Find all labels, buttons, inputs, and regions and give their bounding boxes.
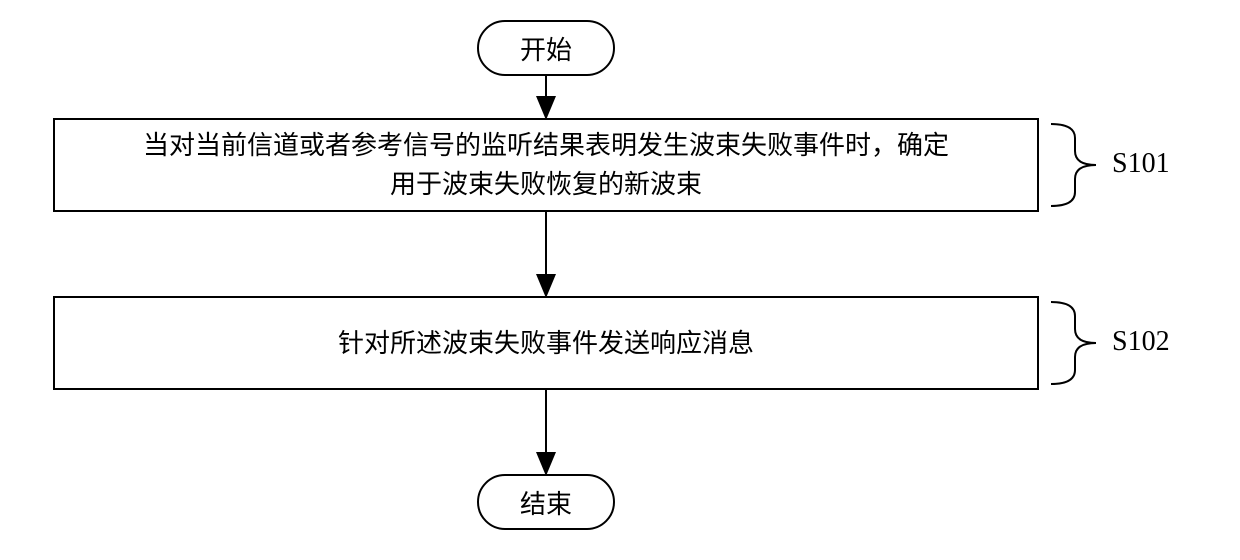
end-label: 结束: [520, 484, 572, 521]
process-step-s102: 针对所述波束失败事件发送响应消息: [53, 296, 1039, 390]
process-s102-text: 针对所述波束失败事件发送响应消息: [338, 324, 754, 363]
process-step-s101: 当对当前信道或者参考信号的监听结果表明发生波束失败事件时，确定用于波束失败恢复的…: [53, 118, 1039, 212]
step-id-s102: S102: [1112, 326, 1170, 358]
connectors-layer: [0, 0, 1240, 560]
process-s101-text: 当对当前信道或者参考信号的监听结果表明发生波束失败事件时，确定用于波束失败恢复的…: [143, 126, 949, 204]
start-label: 开始: [520, 30, 572, 67]
end-node: 结束: [477, 474, 615, 530]
step-id-s101: S101: [1112, 148, 1170, 180]
flowchart-canvas: 开始 当对当前信道或者参考信号的监听结果表明发生波束失败事件时，确定用于波束失败…: [0, 0, 1240, 560]
start-node: 开始: [477, 20, 615, 76]
